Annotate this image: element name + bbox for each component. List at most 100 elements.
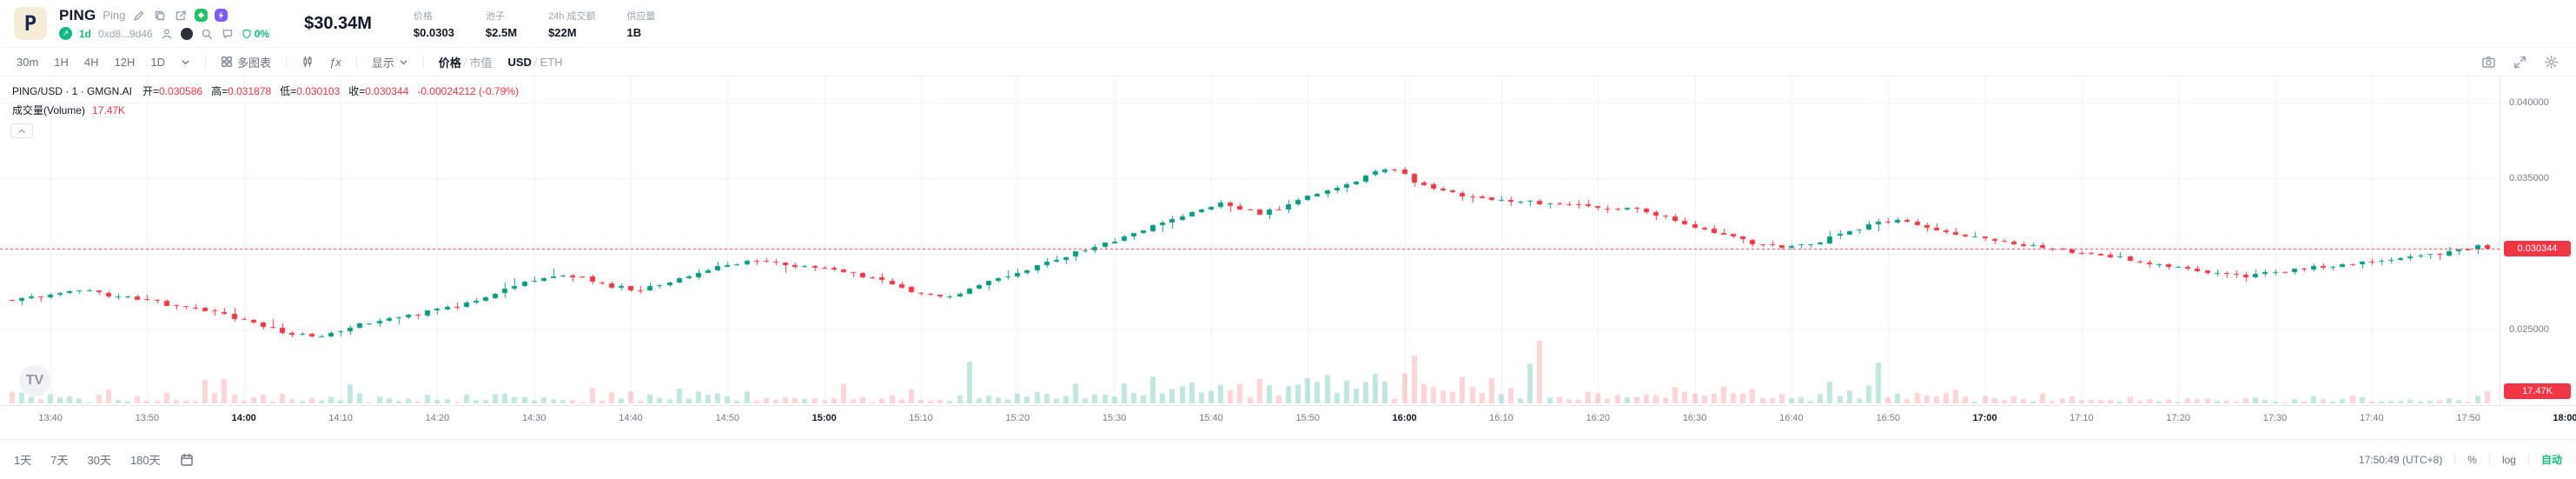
ohlc-low: 0.030103 xyxy=(296,85,341,97)
display-label: 显示 xyxy=(371,56,394,70)
settings-gear-icon[interactable] xyxy=(2543,54,2559,70)
time-tick-label: 16:00 xyxy=(1392,413,1417,423)
auto-scale-button[interactable]: 自动 xyxy=(2540,454,2562,466)
clock: 17:50:49 (UTC+8) xyxy=(2358,453,2443,466)
candlestick-chart[interactable] xyxy=(0,77,2500,405)
copy-icon[interactable] xyxy=(153,9,167,23)
separator xyxy=(2527,454,2529,465)
chat-icon[interactable] xyxy=(221,27,235,41)
toolbar-separator xyxy=(286,55,288,69)
price-tick-label: 0.025000 xyxy=(2509,324,2549,335)
time-tick-label: 15:30 xyxy=(1102,413,1127,423)
range-30d[interactable]: 30天 xyxy=(87,454,111,467)
price-option[interactable]: 价格 xyxy=(438,56,461,70)
search-icon[interactable] xyxy=(200,27,214,41)
timeframe-1h[interactable]: 1H xyxy=(54,55,69,69)
token-stats: 价格 $0.0303 池子 $2.5M 24h 成交额 $22M 供应量 1B xyxy=(414,9,656,39)
fullscreen-icon[interactable] xyxy=(2512,54,2527,70)
volume-legend: 成交量(Volume) 17.47K xyxy=(12,103,125,117)
separator xyxy=(2488,454,2490,465)
range-1d[interactable]: 1天 xyxy=(14,454,32,467)
indicators-button[interactable]: ƒx xyxy=(323,53,348,71)
stat-pool-value: $2.5M xyxy=(485,25,518,39)
time-tick-label: 18:00 xyxy=(2553,413,2576,423)
token-avatar: P xyxy=(14,7,47,40)
time-tick-label: 17:00 xyxy=(1972,413,1997,423)
time-tick-label: 15:00 xyxy=(811,413,837,423)
stat-volume-24h: 24h 成交额 $22M xyxy=(548,9,595,39)
collapse-pane-button[interactable] xyxy=(10,123,33,138)
edit-icon[interactable] xyxy=(132,9,146,23)
ohlc-close: 0.030344 xyxy=(365,85,409,97)
time-tick-label: 16:10 xyxy=(1489,413,1513,423)
token-age: 1d xyxy=(79,27,92,40)
toolbar-separator xyxy=(205,55,207,69)
stat-supply: 供应量 1B xyxy=(626,9,655,39)
volume-legend-label: 成交量(Volume) xyxy=(12,104,86,116)
current-volume-tag: 17.47K xyxy=(2504,383,2571,400)
camera-icon[interactable] xyxy=(2480,54,2496,70)
toolbar-separator xyxy=(422,55,424,69)
range-7d[interactable]: 7天 xyxy=(50,454,69,467)
stat-volume-value: $22M xyxy=(548,25,577,39)
timeframe-30m[interactable]: 30m xyxy=(17,55,39,69)
stat-price-label: 价格 xyxy=(413,10,433,22)
price-mcap-toggle[interactable]: 价格 / 市值 xyxy=(438,55,493,70)
chart-area: PING/USD · 1 · GMGN.AI 开=0.030586 高=0.03… xyxy=(0,77,2576,439)
price-tick-label: 0.040000 xyxy=(2509,97,2549,108)
time-axis[interactable]: 13:40 13:50 14:00 14:10 14:20 14:30 14:40 14:50… xyxy=(0,405,2576,439)
time-tick-label: 16:40 xyxy=(1779,413,1804,423)
green-square-icon[interactable] xyxy=(195,9,209,22)
dev-icon[interactable] xyxy=(160,27,174,41)
ohlc-high: 0.031878 xyxy=(228,85,272,97)
share-icon[interactable] xyxy=(174,9,188,23)
last-price-tag: 0.030344 xyxy=(2504,241,2571,256)
stat-price: 价格 $0.0303 xyxy=(414,9,454,39)
chart-pair-title: PING/USD · 1 · GMGN.AI xyxy=(12,84,133,97)
chevron-down-icon xyxy=(182,59,189,64)
separator xyxy=(2454,454,2456,465)
contract-address[interactable]: 0xd8...9d46 xyxy=(98,27,153,40)
tradingview-logo[interactable]: TV xyxy=(19,365,50,396)
range-180d[interactable]: 180天 xyxy=(129,454,161,467)
percent-scale-button[interactable]: % xyxy=(2467,453,2477,466)
candlestick-icon xyxy=(303,56,312,68)
usd-option[interactable]: USD xyxy=(507,55,532,69)
stat-volume-label: 24h 成交额 xyxy=(548,10,596,22)
safety-badge[interactable]: 0% xyxy=(242,28,269,40)
currency-toggle[interactable]: USD / ETH xyxy=(507,55,563,69)
ohlc-change: -0.00024212 (-0.79%) xyxy=(417,84,520,97)
time-tick-label: 16:20 xyxy=(1586,413,1611,423)
ohlc-open: 0.030586 xyxy=(159,85,203,97)
stat-supply-value: 1B xyxy=(626,25,642,39)
calendar-icon[interactable] xyxy=(180,452,195,467)
time-tick-label: 16:50 xyxy=(1876,413,1900,423)
mcap-option[interactable]: 市值 xyxy=(469,56,493,70)
time-tick-label: 16:30 xyxy=(1682,413,1707,423)
candle-style-button[interactable] xyxy=(295,53,320,70)
stat-pool: 池子 $2.5M xyxy=(486,9,517,39)
log-scale-button[interactable]: log xyxy=(2501,453,2516,466)
timeframe-4h[interactable]: 4H xyxy=(83,55,99,69)
timeframe-more-button[interactable] xyxy=(175,55,196,70)
chain-icon: ↗ xyxy=(59,27,72,40)
time-tick-label: 14:30 xyxy=(521,413,546,423)
eth-option[interactable]: ETH xyxy=(540,55,563,69)
time-tick-label: 14:00 xyxy=(231,413,256,423)
timeframe-12h[interactable]: 12H xyxy=(114,55,136,69)
market-cap-value: $30.34M xyxy=(304,13,372,33)
time-tick-label: 17:50 xyxy=(2456,413,2480,423)
display-menu-button[interactable]: 显示 xyxy=(366,51,414,73)
timeframe-1d[interactable]: 1D xyxy=(150,55,166,69)
toolbar-separator xyxy=(355,55,357,69)
price-axis[interactable]: 0.030344 17.47K 0.0400000.0350000.030000… xyxy=(2500,77,2576,405)
stat-pool-label: 池子 xyxy=(485,10,505,22)
time-tick-label: 15:50 xyxy=(1295,413,1321,423)
token-header: P PING Ping ↗ 1d 0xd8...9d46 0% $30.34M xyxy=(0,0,2576,47)
time-tick-label: 14:50 xyxy=(715,413,740,423)
multi-chart-button[interactable]: 多图表 xyxy=(215,51,277,73)
etherscan-icon[interactable] xyxy=(180,27,193,40)
purple-lightning-icon[interactable] xyxy=(215,9,228,22)
volume-legend-value: 17.47K xyxy=(92,103,126,116)
chart-ohlc-legend: PING/USD · 1 · GMGN.AI 开=0.030586 高=0.03… xyxy=(12,84,520,98)
